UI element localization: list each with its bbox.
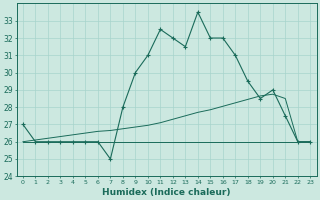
X-axis label: Humidex (Indice chaleur): Humidex (Indice chaleur) (102, 188, 231, 197)
